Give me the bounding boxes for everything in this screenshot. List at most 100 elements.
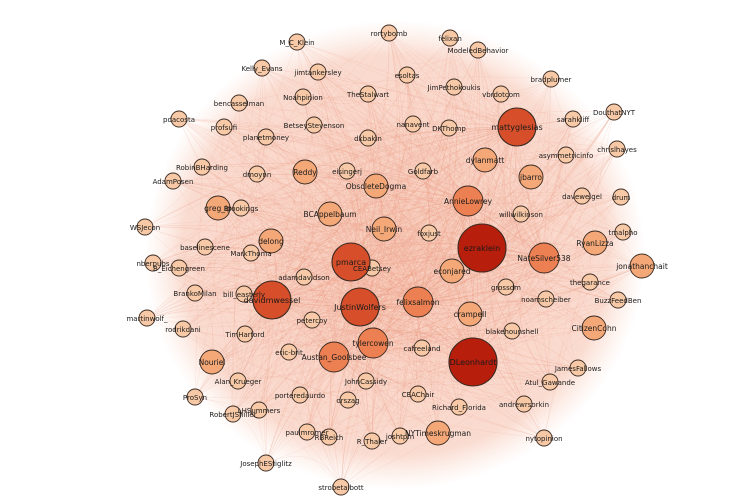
node-jamesfallows[interactable]: [569, 359, 587, 377]
node-atul-gawande[interactable]: [541, 373, 559, 391]
node-profsufi[interactable]: [215, 118, 233, 136]
node-drum[interactable]: [612, 188, 630, 206]
node-felixsalmon[interactable]: [402, 286, 434, 318]
node-tmalpho[interactable]: [614, 223, 632, 241]
node-dkbakin[interactable]: [359, 129, 377, 147]
node-rortybomb[interactable]: [380, 24, 398, 42]
node-sarahkliff[interactable]: [564, 110, 582, 128]
node-joshtpm[interactable]: [391, 427, 409, 445]
node-jimtankersley[interactable]: [309, 63, 327, 81]
node-orszag[interactable]: [339, 391, 357, 409]
node-asymmetricinfo[interactable]: [557, 146, 575, 164]
node-petercoy[interactable]: [303, 311, 321, 329]
node-noahpinion[interactable]: [294, 88, 312, 106]
node-chrislhayes[interactable]: [608, 140, 626, 158]
node-felixan[interactable]: [441, 29, 459, 47]
node-mattyglesias[interactable]: [497, 107, 537, 147]
node-m-c-klein[interactable]: [288, 33, 306, 51]
node-goldfarb[interactable]: [414, 162, 432, 180]
node-delong[interactable]: [258, 228, 284, 254]
node-greg-ip[interactable]: [205, 195, 231, 221]
node-robertjshiller[interactable]: [224, 405, 242, 423]
node-douthatnyt[interactable]: [605, 103, 623, 121]
node-alan-krueger[interactable]: [229, 372, 247, 390]
node-willwilkinson[interactable]: [512, 205, 530, 223]
edge: [365, 380, 551, 386]
node-cafreeland[interactable]: [413, 339, 431, 357]
node-obsoletedogma[interactable]: [363, 173, 389, 199]
node-johncassidy[interactable]: [357, 372, 375, 390]
node-nberpubs[interactable]: [144, 254, 162, 272]
node-davidmwessel[interactable]: [252, 280, 292, 320]
node-dmoynn[interactable]: [248, 165, 266, 183]
node-prosyn[interactable]: [186, 388, 204, 406]
node-rodrikdani[interactable]: [174, 320, 192, 338]
node-dylanmatt[interactable]: [472, 147, 498, 173]
node-foxjust[interactable]: [420, 224, 438, 242]
node-nanavent[interactable]: [404, 115, 422, 133]
node-grossdm[interactable]: [497, 278, 515, 296]
node-tylercowen[interactable]: [357, 327, 389, 359]
node-eisingerj[interactable]: [338, 162, 356, 180]
node-vbrdotcom[interactable]: [492, 85, 510, 103]
node-crampell[interactable]: [457, 301, 483, 327]
node-ezraklein[interactable]: [457, 223, 507, 273]
node-ceachair[interactable]: [409, 385, 427, 403]
node-blakehounshell[interactable]: [503, 322, 521, 340]
node-timharford[interactable]: [236, 325, 254, 343]
node-richard-florida[interactable]: [450, 398, 468, 416]
node-adamdavidson[interactable]: [295, 268, 313, 286]
node-econjared[interactable]: [439, 258, 465, 284]
node-buzzfeedben[interactable]: [609, 291, 627, 309]
node-bill-easterly[interactable]: [235, 285, 253, 303]
node-modeledbehavior[interactable]: [469, 41, 487, 59]
node-planetmoney[interactable]: [257, 128, 275, 146]
node-brankomilan[interactable]: [186, 284, 204, 302]
node-natesilver538[interactable]: [528, 242, 560, 274]
node-robinbharding[interactable]: [193, 158, 211, 176]
node-betseystevenson[interactable]: [305, 116, 323, 134]
node-reddy[interactable]: [292, 159, 318, 185]
node-b-eichengreen[interactable]: [170, 259, 188, 277]
node-lhsummers[interactable]: [250, 401, 268, 419]
node-ryanlizza[interactable]: [582, 230, 608, 256]
node-rbreich[interactable]: [320, 428, 338, 446]
node-noamscheiber[interactable]: [537, 290, 555, 308]
node-dkthomp[interactable]: [440, 119, 458, 137]
node-daveweigel[interactable]: [573, 187, 591, 205]
node-nouriel[interactable]: [199, 349, 225, 375]
node-bradplumer[interactable]: [542, 70, 560, 88]
node-austan-goolsbee[interactable]: [318, 341, 350, 373]
node-dleonhardt[interactable]: [448, 337, 498, 387]
node-adamposen[interactable]: [164, 172, 182, 190]
node-bencasselman[interactable]: [230, 94, 248, 112]
node-thegarance[interactable]: [581, 273, 599, 291]
node-jbarro[interactable]: [518, 164, 544, 190]
node-thestalwart[interactable]: [359, 85, 377, 103]
node-neil-irwin[interactable]: [371, 216, 397, 242]
node-justinwolfers[interactable]: [340, 287, 380, 327]
node-andrewrsorkin[interactable]: [515, 395, 533, 413]
node-annielowrey[interactable]: [452, 185, 484, 217]
node-brookings[interactable]: [232, 199, 250, 217]
node-porteredaurdo[interactable]: [291, 386, 309, 404]
node-kelly-evans[interactable]: [253, 59, 271, 77]
node-martinwolf-[interactable]: [138, 309, 156, 327]
node-ericbrit[interactable]: [280, 343, 298, 361]
node-nytopinion[interactable]: [535, 429, 553, 447]
node-jimpethokoukis[interactable]: [445, 78, 463, 96]
node-paulmromer[interactable]: [298, 423, 316, 441]
node-citizencohn[interactable]: [581, 315, 607, 341]
node-strobetalbott[interactable]: [332, 478, 350, 496]
node-josephestiglitz[interactable]: [257, 454, 275, 472]
node-baselinescene[interactable]: [196, 238, 214, 256]
node-r-thaler[interactable]: [363, 432, 381, 450]
node-pdacosta[interactable]: [170, 110, 188, 128]
node-pmarca[interactable]: [331, 242, 371, 282]
node-bcappelbaum[interactable]: [317, 201, 343, 227]
node-jonathanchait[interactable]: [629, 253, 655, 279]
node-markthoma[interactable]: [242, 244, 260, 262]
node-nytimeskrugman[interactable]: [425, 420, 451, 446]
node-wsjecon[interactable]: [136, 218, 154, 236]
node-esoltas[interactable]: [398, 66, 416, 84]
